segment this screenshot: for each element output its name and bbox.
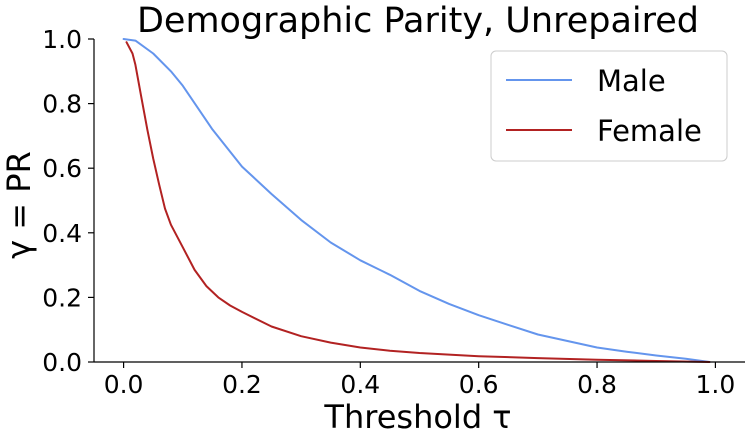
x-axis-ticks: 0.0 0.2 0.4 0.6 0.8 1.0	[104, 362, 736, 399]
x-tick-label: 0.4	[340, 370, 380, 399]
legend: Male Female	[490, 50, 728, 162]
x-tick-label: 1.0	[696, 370, 736, 399]
x-axis-label: Threshold τ	[323, 398, 511, 436]
x-tick-label: 0.6	[459, 370, 499, 399]
legend-label-male: Male	[597, 64, 666, 98]
x-tick-label: 0.8	[577, 370, 617, 399]
legend-label-female: Female	[597, 114, 702, 148]
legend-frame	[490, 50, 728, 162]
y-axis-label: γ = PR	[0, 151, 38, 259]
x-tick-label: 0.2	[222, 370, 262, 399]
y-tick-label: 0.6	[42, 154, 82, 183]
y-tick-label: 0.2	[42, 283, 82, 312]
series-line-female	[125, 41, 711, 363]
y-tick-label: 0.0	[42, 348, 82, 377]
chart-title: Demographic Parity, Unrepaired	[137, 1, 699, 41]
y-tick-label: 0.4	[42, 219, 82, 248]
series-group	[122, 38, 711, 363]
series-line-male	[122, 38, 711, 363]
y-tick-label: 1.0	[42, 25, 82, 54]
y-axis-ticks: 0.0 0.2 0.4 0.6 0.8 1.0	[42, 25, 94, 377]
x-tick-label: 0.0	[104, 370, 144, 399]
y-tick-label: 0.8	[42, 90, 82, 119]
